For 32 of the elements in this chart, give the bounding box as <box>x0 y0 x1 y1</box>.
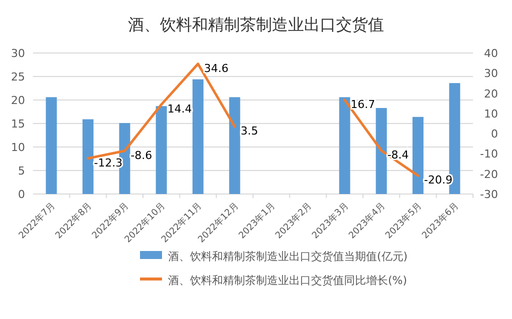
y2-tick-label: 30 <box>484 67 498 80</box>
bar <box>339 97 350 194</box>
y-tick-label: 20 <box>11 94 25 107</box>
chart-title: 酒、饮料和精制茶制造业出口交货值 <box>128 15 384 34</box>
bar <box>376 108 387 194</box>
bar <box>82 119 94 194</box>
bar <box>156 106 167 194</box>
data-label: 14.4 <box>167 102 192 116</box>
y2-tick-label: 0 <box>491 128 498 141</box>
legend-label: 酒、饮料和精制茶制造业出口交货值同比增长(%) <box>168 274 408 287</box>
y-tick-label: 15 <box>11 118 25 130</box>
bar <box>46 97 57 194</box>
data-label: 3.5 <box>240 124 258 138</box>
y2-tick-label: 40 <box>484 47 498 60</box>
bar <box>229 97 240 194</box>
data-label: -8.6 <box>130 148 152 162</box>
y-tick-label: 5 <box>18 164 25 178</box>
y-tick-label: 30 <box>11 47 25 60</box>
data-label: 34.6 <box>204 62 228 75</box>
y2-tick-label: -30 <box>480 188 498 201</box>
y-tick-label: 25 <box>11 70 25 84</box>
data-label: 16.7 <box>350 98 376 111</box>
data-label: -8.4 <box>387 148 409 162</box>
bar <box>412 116 424 194</box>
y2-tick-label: -20 <box>480 168 498 181</box>
y-tick-label: 0 <box>18 188 25 201</box>
y-tick-label: 10 <box>11 141 25 154</box>
legend-label: 酒、饮料和精制茶制造业出口交货值当期值(亿元) <box>168 250 408 263</box>
y2-tick-label: -10 <box>480 148 498 161</box>
y2-tick-label: 20 <box>484 87 498 100</box>
y2-tick-label: 10 <box>484 107 498 120</box>
bar <box>192 79 204 194</box>
